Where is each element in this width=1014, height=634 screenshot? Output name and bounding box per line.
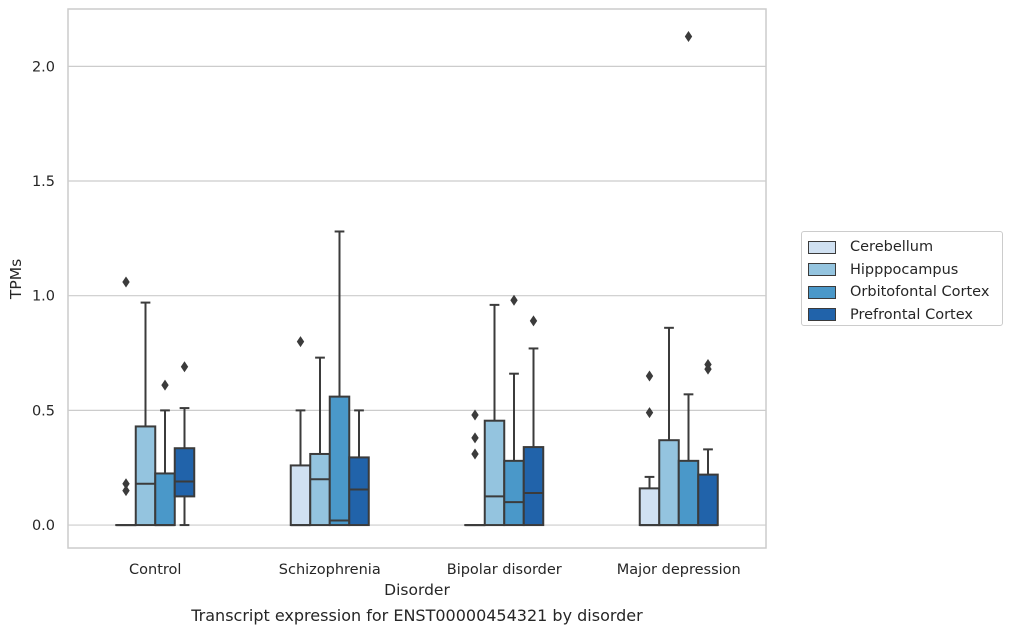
box-body — [522, 446, 545, 527]
y-tick-label: 1.5 — [32, 174, 55, 190]
box-prefrontal-cortex-schizophrenia — [348, 409, 370, 527]
legend-swatch-cerebellum — [808, 240, 836, 254]
boxes — [115, 31, 719, 527]
box-body — [309, 452, 331, 527]
legend-item-prefrontal-cortex: Prefrontal Cortex — [808, 304, 1002, 327]
box-hipppocampus-major-depression — [658, 326, 680, 527]
legend-label-hippocampus: Hipppocampus — [850, 261, 959, 278]
box-orbitofontal-cortex-bipolar-disorder — [503, 294, 525, 527]
box-prefrontal-cortex-control — [173, 361, 196, 527]
outlier-point — [510, 294, 518, 306]
box-body — [697, 473, 719, 527]
outlier-point — [684, 31, 693, 43]
box-cerebellum-control — [115, 276, 137, 527]
box-body — [503, 459, 525, 527]
box-body — [677, 459, 700, 527]
box-body — [134, 425, 157, 527]
box-prefrontal-cortex-bipolar-disorder — [522, 315, 545, 527]
outlier-point — [645, 370, 654, 382]
y-tick-label: 1.0 — [32, 289, 55, 305]
y-tick-label: 0.0 — [32, 518, 55, 534]
legend-label-cerebellum: Cerebellum — [850, 239, 934, 256]
x-axis-label: Disorder — [384, 581, 450, 599]
plot-area-frame — [67, 8, 767, 549]
box-body — [658, 439, 680, 527]
outlier-point — [645, 407, 654, 419]
legend-label-prefrontal-cortex: Prefrontal Cortex — [850, 306, 973, 323]
y-tick-label: 0.5 — [32, 403, 55, 419]
outlier-point — [122, 276, 130, 288]
box-body — [328, 395, 351, 527]
outlier-point — [471, 409, 479, 421]
box-body — [154, 472, 176, 527]
x-tick-label-schizophrenia: Schizophrenia — [279, 562, 381, 578]
legend-item-orbitofrontal-cortex: Orbitofontal Cortex — [808, 281, 1002, 304]
y-tick-label: 2.0 — [32, 59, 55, 75]
outlier-point — [180, 361, 189, 373]
outlier-point — [704, 359, 712, 371]
x-tick-label-bipolar-disorder: Bipolar disorder — [447, 562, 562, 578]
legend-swatch-orbitofrontal-cortex — [808, 285, 836, 299]
figure-caption: Transcript expression for ENST0000045432… — [191, 606, 643, 625]
legend: Cerebellum Hipppocampus Orbitofontal Cor… — [801, 231, 1003, 326]
x-tick-label-control: Control — [129, 562, 181, 578]
box-body — [348, 456, 370, 527]
outlier-point — [529, 315, 538, 327]
outlier-point — [161, 379, 169, 391]
box-cerebellum-major-depression — [638, 370, 661, 527]
outlier-point — [122, 478, 130, 490]
y-tick-labels: 0.0 0.5 1.0 1.5 2.0 — [32, 59, 55, 534]
outlier-point — [471, 448, 479, 460]
box-orbitofontal-cortex-major-depression — [677, 31, 700, 527]
outlier-point — [471, 432, 479, 444]
outlier-point — [122, 485, 130, 497]
box-prefrontal-cortex-major-depression — [697, 359, 719, 527]
box-cerebellum-bipolar-disorder — [464, 409, 486, 527]
box-orbitofontal-cortex-schizophrenia — [328, 230, 351, 527]
box-body — [638, 487, 661, 527]
x-tick-label-major-depression: Major depression — [617, 562, 741, 578]
y-axis-label: TPMs — [7, 259, 25, 300]
legend-item-hippocampus: Hipppocampus — [808, 259, 1002, 282]
box-cerebellum-schizophrenia — [289, 336, 312, 527]
x-tick-labels: Control Schizophrenia Bipolar disorder Majo… — [129, 562, 741, 578]
legend-item-cerebellum: Cerebellum — [808, 236, 1002, 259]
box-orbitofontal-cortex-control — [154, 379, 176, 527]
box-body — [483, 419, 506, 527]
box-body — [173, 447, 196, 498]
legend-label-orbitofrontal-cortex: Orbitofontal Cortex — [850, 284, 990, 301]
legend-swatch-prefrontal-cortex — [808, 308, 836, 322]
box-body — [289, 464, 312, 527]
legend-swatch-hippocampus — [808, 263, 836, 277]
outlier-point — [296, 336, 305, 348]
